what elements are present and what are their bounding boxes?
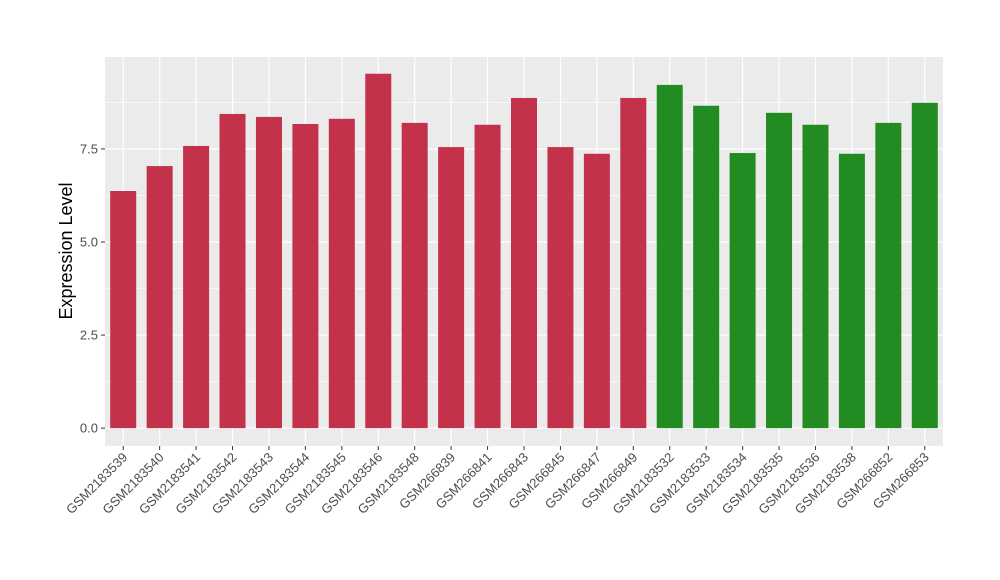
y-tick-label: 5.0 [80, 235, 98, 250]
bar-GSM2183534 [729, 153, 756, 429]
y-axis-label: Expression Level [56, 182, 76, 319]
bar-GSM2183545 [328, 118, 355, 429]
bar-GSM266852 [875, 122, 902, 429]
bar-GSM2183541 [183, 145, 210, 429]
bar-GSM2183544 [292, 124, 319, 429]
bar-GSM2183543 [255, 116, 282, 429]
bar-GSM2183533 [693, 105, 720, 429]
y-axis: 0.0 2.5 5.0 7.5 [80, 141, 105, 436]
bar-GSM266849 [620, 97, 647, 429]
bar-GSM266843 [511, 97, 537, 429]
bar-GSM2183542 [219, 113, 246, 429]
bar-GSM2183539 [110, 191, 137, 429]
x-axis: GSM2183539GSM2183540GSM2183541GSM2183542… [63, 446, 932, 517]
bar-GSM2183532 [656, 84, 683, 429]
bar-GSM2183546 [365, 73, 392, 429]
y-tick-label: 0.0 [80, 421, 98, 436]
bar-GSM266839 [438, 147, 465, 429]
bar-GSM266845 [547, 147, 574, 429]
x-tick-label: GSM2183539 [63, 450, 130, 517]
bar-GSM266853 [911, 102, 938, 429]
bar-GSM266847 [583, 153, 610, 429]
bar-GSM2183535 [766, 112, 793, 429]
bar-GSM266841 [474, 124, 501, 429]
bar-GSM2183548 [401, 122, 428, 429]
y-tick-label: 2.5 [80, 328, 98, 343]
bar-GSM2183536 [802, 124, 829, 429]
bar-GSM2183540 [146, 166, 173, 429]
bars [110, 73, 938, 429]
bar-GSM2183538 [838, 153, 865, 429]
y-tick-label: 7.5 [80, 141, 98, 156]
